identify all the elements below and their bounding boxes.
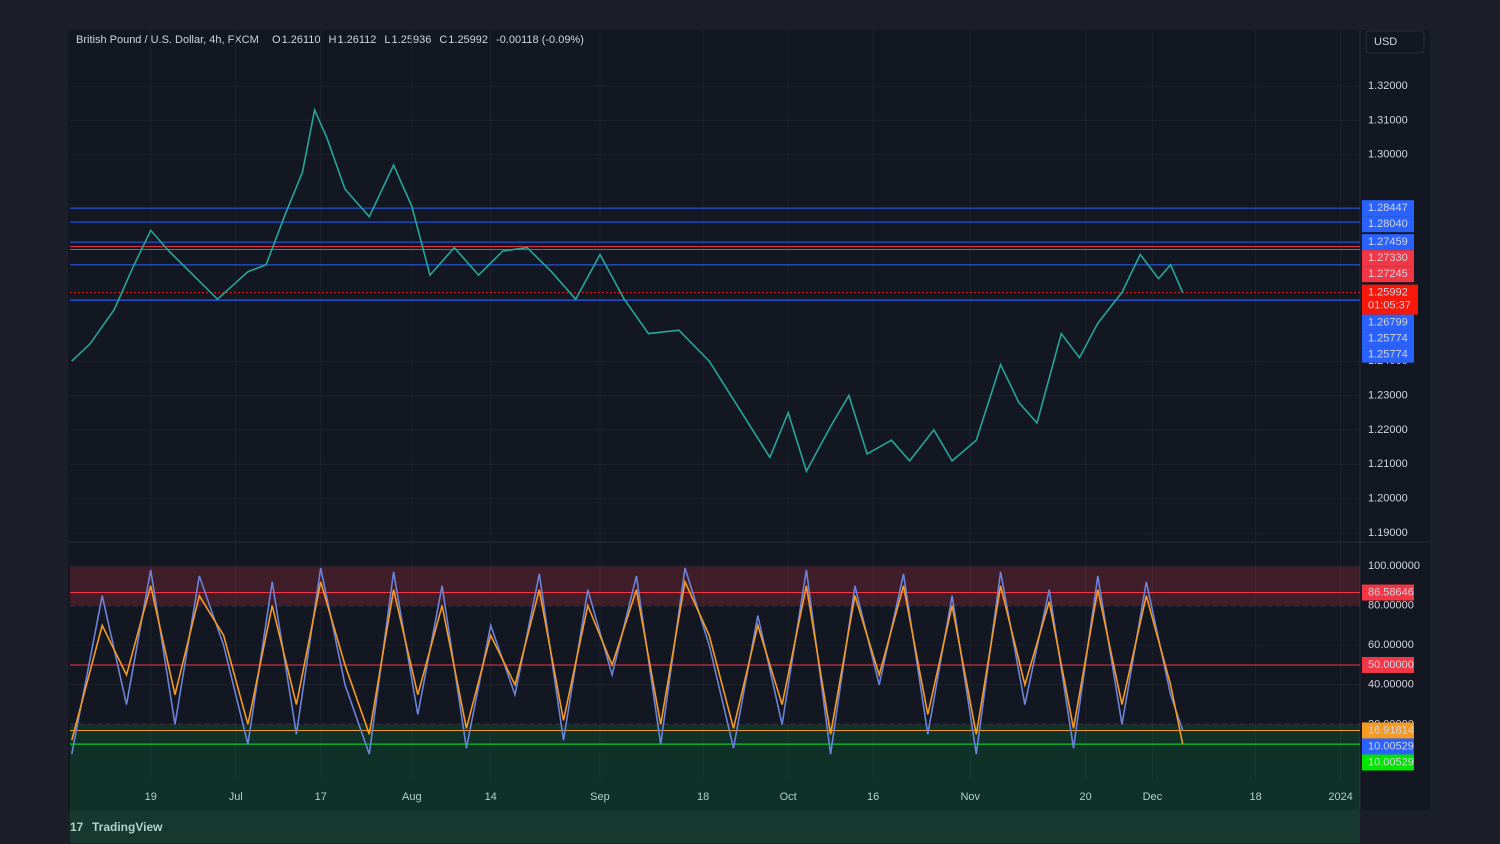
currency: USD [1374, 36, 1397, 48]
level-label: 1.25774 [1368, 333, 1408, 345]
x-tick-label: 18 [697, 791, 709, 803]
x-tick-label: Sep [590, 791, 610, 803]
y-tick-label: 1.21000 [1368, 458, 1408, 470]
level-box [1362, 250, 1414, 267]
level-label: 50.00000 [1368, 659, 1414, 671]
y-tick-label: 60.00000 [1368, 639, 1414, 651]
x-tick-label: 20 [1079, 791, 1091, 803]
level-label: 1.27330 [1368, 252, 1408, 264]
brand: TradingView [92, 820, 163, 834]
level-box [1362, 722, 1414, 739]
brand-logo: 17 [70, 820, 84, 834]
series-line [71, 579, 1184, 745]
level-box [1362, 584, 1414, 601]
x-tick-label: 16 [867, 791, 879, 803]
y-tick-label: 80.00000 [1368, 599, 1414, 611]
overbought-zone [70, 565, 1360, 606]
x-tick-label: 18 [1249, 791, 1261, 803]
level-box [1362, 266, 1414, 283]
x-tick-label: 19 [145, 791, 157, 803]
level-box [1362, 234, 1414, 251]
y-tick-label: 1.20000 [1368, 493, 1408, 505]
level-label: 16.91814 [1368, 724, 1414, 736]
y-tick-label: 1.31000 [1368, 114, 1408, 126]
ohlc: O1.26110H1.26112L1.25936C1.25992-0.00118… [272, 34, 584, 46]
level-box [1362, 346, 1414, 363]
level-label: 86.58646 [1368, 586, 1414, 598]
level-box [1362, 738, 1414, 755]
timer: 01:05:37 [1368, 300, 1411, 312]
y-tick-label: 40.00000 [1368, 679, 1414, 691]
level-box [1362, 656, 1414, 673]
series-line [71, 107, 1184, 474]
level-label: 1.26799 [1368, 317, 1408, 329]
currency-box[interactable] [1365, 30, 1425, 54]
ohlc-value: 1.26112 [337, 34, 376, 46]
x-tick-label: Nov [960, 791, 980, 803]
level-label: 10.00529 [1368, 740, 1414, 752]
x-tick-label: Jul [229, 791, 243, 803]
symbol-title: British Pound / U.S. Dollar, 4h, FXCM [76, 34, 259, 46]
ohlc-key: L [384, 34, 390, 46]
level-label: 1.28447 [1368, 202, 1408, 214]
x-tick-label: Aug [402, 791, 422, 803]
y-tick-label: 1.22000 [1368, 424, 1408, 436]
level-label: 1.28040 [1368, 218, 1408, 230]
level-label: 1.27459 [1368, 236, 1408, 248]
last-price-box [1362, 284, 1418, 315]
y-tick-label: 100.00000 [1368, 560, 1420, 572]
x-tick-label: 2024 [1328, 791, 1352, 803]
level-box [1362, 200, 1414, 217]
y-tick-label: 1.19000 [1368, 527, 1408, 539]
ohlc-key: C [439, 34, 447, 46]
level-box [1362, 754, 1414, 771]
level-box [1362, 216, 1414, 233]
level-label: 10.00529 [1368, 756, 1414, 768]
level-box [1362, 330, 1414, 347]
last-price-label: 1.25992 [1368, 287, 1408, 299]
level-label: 1.27245 [1368, 268, 1408, 280]
change: -0.00118 (-0.09%) [496, 34, 584, 46]
x-tick-label: 17 [315, 791, 327, 803]
x-tick-label: 14 [485, 791, 497, 803]
ohlc-value: 1.26110 [282, 34, 321, 46]
ohlc-key: H [329, 34, 337, 46]
y-tick-label: 1.23000 [1368, 389, 1408, 401]
y-tick-label: 1.30000 [1368, 149, 1408, 161]
oversold-zone [70, 724, 1360, 844]
chart-bg [68, 30, 1430, 810]
level-box [1362, 314, 1414, 331]
y-tick-label: 1.32000 [1368, 80, 1408, 92]
x-tick-label: Dec [1143, 791, 1163, 803]
ohlc-key: O [272, 34, 281, 46]
x-tick-label: Oct [780, 791, 797, 803]
ohlc-value: 1.25992 [448, 34, 488, 46]
level-label: 1.25774 [1368, 349, 1408, 361]
